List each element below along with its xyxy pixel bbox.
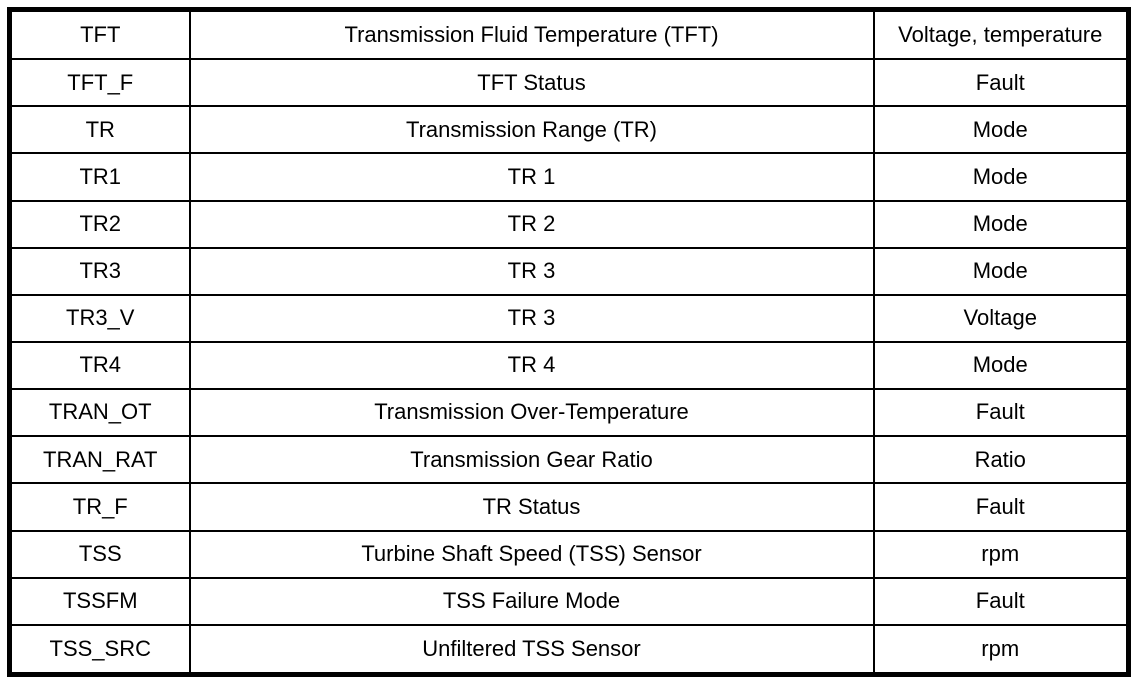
acronym-table: TFT Transmission Fluid Temperature (TFT)… bbox=[7, 7, 1131, 677]
table-row: TRAN_OT Transmission Over-Temperature Fa… bbox=[8, 388, 1130, 438]
cell-acronym: TSS bbox=[8, 529, 191, 579]
table-row: TR4 TR 4 Mode bbox=[8, 340, 1130, 391]
table-row: TR1 TR 1 Mode bbox=[8, 152, 1130, 202]
table-row: TSSFM TSS Failure Mode Fault bbox=[8, 576, 1130, 626]
cell-acronym: TR2 bbox=[8, 199, 191, 249]
table-row: TSS Turbine Shaft Speed (TSS) Sensor rpm bbox=[8, 529, 1130, 579]
cell-description: TR 2 bbox=[188, 199, 875, 249]
cell-description: Transmission Range (TR) bbox=[188, 105, 875, 155]
table-row: TR3 TR 3 Mode bbox=[8, 246, 1130, 296]
cell-acronym: TR4 bbox=[8, 340, 191, 391]
table-row: TRAN_RAT Transmission Gear Ratio Ratio bbox=[8, 435, 1130, 485]
cell-acronym: TR bbox=[8, 105, 191, 155]
cell-description: TR 3 bbox=[188, 293, 875, 343]
cell-unit: Fault bbox=[872, 58, 1130, 108]
cell-acronym: TSS_SRC bbox=[8, 623, 191, 676]
table-row: TFT Transmission Fluid Temperature (TFT)… bbox=[8, 8, 1130, 61]
cell-description: TSS Failure Mode bbox=[188, 576, 875, 626]
cell-unit: Fault bbox=[872, 482, 1130, 532]
cell-description: TR 1 bbox=[188, 152, 875, 202]
cell-acronym: TRAN_RAT bbox=[8, 435, 191, 485]
cell-unit: rpm bbox=[872, 623, 1130, 676]
cell-acronym: TR_F bbox=[8, 482, 191, 532]
cell-description: TFT Status bbox=[188, 58, 875, 108]
table-body: TFT Transmission Fluid Temperature (TFT)… bbox=[8, 8, 1130, 676]
cell-description: TR 3 bbox=[188, 246, 875, 296]
cell-unit: Mode bbox=[872, 340, 1130, 391]
cell-unit: rpm bbox=[872, 529, 1130, 579]
cell-unit: Mode bbox=[872, 152, 1130, 202]
cell-acronym: TFT_F bbox=[8, 58, 191, 108]
cell-description: TR Status bbox=[188, 482, 875, 532]
cell-acronym: TR1 bbox=[8, 152, 191, 202]
cell-unit: Voltage bbox=[872, 293, 1130, 343]
cell-acronym: TRAN_OT bbox=[8, 388, 191, 438]
table-row: TSS_SRC Unfiltered TSS Sensor rpm bbox=[8, 623, 1130, 676]
cell-description: Transmission Fluid Temperature (TFT) bbox=[188, 8, 875, 61]
document-page: TFT Transmission Fluid Temperature (TFT)… bbox=[7, 7, 1131, 677]
cell-unit: Fault bbox=[872, 576, 1130, 626]
cell-acronym: TR3 bbox=[8, 246, 191, 296]
cell-description: Unfiltered TSS Sensor bbox=[188, 623, 875, 676]
cell-unit: Mode bbox=[872, 199, 1130, 249]
cell-unit: Mode bbox=[872, 246, 1130, 296]
cell-unit: Fault bbox=[872, 388, 1130, 438]
cell-unit: Ratio bbox=[872, 435, 1130, 485]
table-row: TR Transmission Range (TR) Mode bbox=[8, 105, 1130, 155]
table-row: TR_F TR Status Fault bbox=[8, 482, 1130, 532]
cell-unit: Voltage, temperature bbox=[872, 8, 1130, 61]
cell-description: Transmission Gear Ratio bbox=[188, 435, 875, 485]
cell-acronym: TSSFM bbox=[8, 576, 191, 626]
table-row: TFT_F TFT Status Fault bbox=[8, 58, 1130, 108]
cell-description: Turbine Shaft Speed (TSS) Sensor bbox=[188, 529, 875, 579]
cell-unit: Mode bbox=[872, 105, 1130, 155]
cell-description: Transmission Over-Temperature bbox=[188, 388, 875, 438]
cell-acronym: TR3_V bbox=[8, 293, 191, 343]
table-row: TR3_V TR 3 Voltage bbox=[8, 293, 1130, 343]
cell-acronym: TFT bbox=[8, 8, 191, 61]
cell-description: TR 4 bbox=[188, 340, 875, 391]
table-row: TR2 TR 2 Mode bbox=[8, 199, 1130, 249]
